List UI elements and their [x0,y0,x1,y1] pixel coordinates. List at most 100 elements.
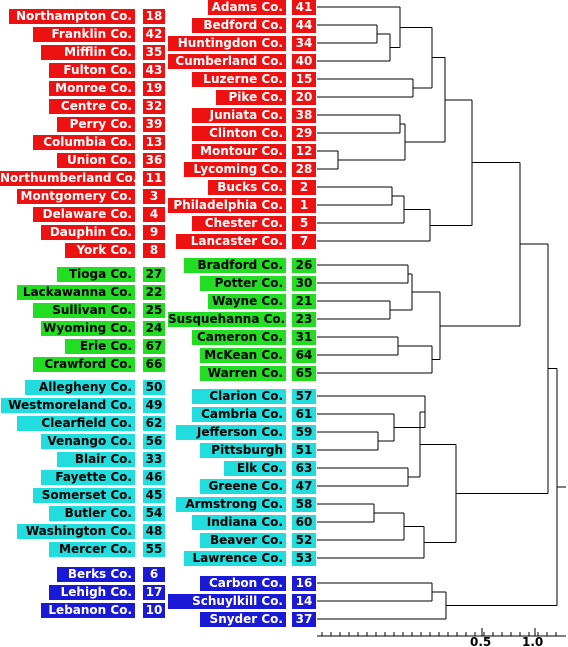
county-name: Somerset Co. [33,487,135,503]
right-label-29: Beaver Co. 52 [200,532,316,548]
county-name: Sullivan Co. [33,302,135,318]
left-label-14: Tioga Co. 27 [57,266,165,282]
county-code: 33 [143,451,165,467]
county-code: 14 [292,593,316,609]
county-code: 54 [143,505,165,521]
county-code: 7 [292,233,316,249]
county-code: 1 [292,197,316,213]
left-label-17: Wyoming Co. 24 [41,320,165,336]
county-code: 47 [292,478,316,494]
county-code: 46 [143,469,165,485]
right-label-21: Clarion Co. 57 [192,388,316,404]
right-label-32: Schuylkill Co. 14 [168,593,316,609]
county-code: 44 [292,17,316,33]
county-name: Clearfield Co. [17,415,135,431]
county-code: 59 [292,424,316,440]
county-code: 64 [292,347,316,363]
right-label-31: Carbon Co. 16 [200,575,316,591]
county-code: 53 [292,550,316,566]
right-label-22: Cambria Co. 61 [192,406,316,422]
county-code: 22 [143,284,165,300]
left-label-22: Clearfield Co. 62 [17,415,165,431]
axis-tick-label: 1.0 [522,635,543,647]
county-name: Clarion Co. [192,388,286,404]
county-name: McKean Co. [200,347,286,363]
left-label-23: Venango Co. 56 [41,433,165,449]
county-name: Perry Co. [57,116,135,132]
left-label-10: Montgomery Co. 3 [17,188,165,204]
left-label-27: Butler Co. 54 [49,505,165,521]
county-code: 65 [292,365,316,381]
county-code: 63 [292,460,316,476]
right-label-12: Chester Co. 5 [192,215,316,231]
county-name: Potter Co. [200,275,286,291]
right-label-4: Luzerne Co. 15 [192,71,316,87]
county-name: Monroe Co. [49,80,135,96]
county-code: 31 [292,329,316,345]
right-label-1: Bedford Co. 44 [192,17,316,33]
county-name: Lawrence Co. [184,550,286,566]
county-code: 19 [143,80,165,96]
right-label-8: Montour Co. 12 [192,143,316,159]
county-name: Luzerne Co. [192,71,286,87]
left-label-12: Dauphin Co. 9 [41,224,165,240]
county-name: Beaver Co. [200,532,286,548]
county-name: Greene Co. [200,478,286,494]
right-label-23: Jefferson Co. 59 [176,424,316,440]
county-code: 26 [292,257,316,273]
county-name: Crawford Co. [33,356,135,372]
left-label-1: Franklin Co. 42 [33,26,165,42]
left-label-19: Crawford Co. 66 [33,356,165,372]
right-label-10: Bucks Co. 2 [208,179,316,195]
county-name: Fulton Co. [49,62,135,78]
left-label-5: Centre Co. 32 [49,98,165,114]
county-name: Dauphin Co. [41,224,135,240]
county-code: 60 [292,514,316,530]
county-code: 49 [143,397,165,413]
right-label-15: Potter Co. 30 [200,275,316,291]
county-name: Snyder Co. [200,611,286,627]
right-label-27: Armstrong Co. 58 [176,496,316,512]
county-code: 5 [292,215,316,231]
left-label-15: Lackawanna Co. 22 [17,284,165,300]
county-name: Centre Co. [49,98,135,114]
left-label-20: Allegheny Co. 50 [25,379,165,395]
county-name: Washington Co. [17,523,135,539]
county-code: 42 [143,26,165,42]
county-code: 37 [292,611,316,627]
county-name: Franklin Co. [33,26,135,42]
county-name: Susquehanna Co. [168,311,286,327]
county-name: Montour Co. [192,143,286,159]
county-name: Mifflin Co. [41,44,135,60]
right-label-17: Susquehanna Co. 23 [168,311,316,327]
left-label-24: Blair Co. 33 [57,451,165,467]
right-label-16: Wayne Co. 21 [208,293,316,309]
left-label-26: Somerset Co. 45 [33,487,165,503]
county-name: Philadelphia Co. [168,197,286,213]
county-code: 12 [292,143,316,159]
right-label-25: Elk Co. 63 [224,460,316,476]
left-label-3: Fulton Co. 43 [49,62,165,78]
county-code: 55 [143,541,165,557]
right-label-9: Lycoming Co. 28 [184,161,316,177]
county-name: Berks Co. [57,566,135,582]
left-label-11: Delaware Co. 4 [33,206,165,222]
county-name: Lebanon Co. [41,602,135,618]
county-name: Huntingdon Co. [168,35,286,51]
county-code: 67 [143,338,165,354]
left-label-29: Mercer Co. 55 [49,541,165,557]
right-label-2: Huntingdon Co. 34 [168,35,316,51]
right-label-20: Warren Co. 65 [200,365,316,381]
county-code: 43 [143,62,165,78]
right-label-28: Indiana Co. 60 [192,514,316,530]
county-name: Lackawanna Co. [17,284,135,300]
county-code: 39 [143,116,165,132]
county-code: 8 [143,242,165,258]
right-label-11: Philadelphia Co. 1 [168,197,316,213]
county-code: 16 [292,575,316,591]
county-code: 4 [143,206,165,222]
county-name: Venango Co. [41,433,135,449]
county-name: Bedford Co. [192,17,286,33]
